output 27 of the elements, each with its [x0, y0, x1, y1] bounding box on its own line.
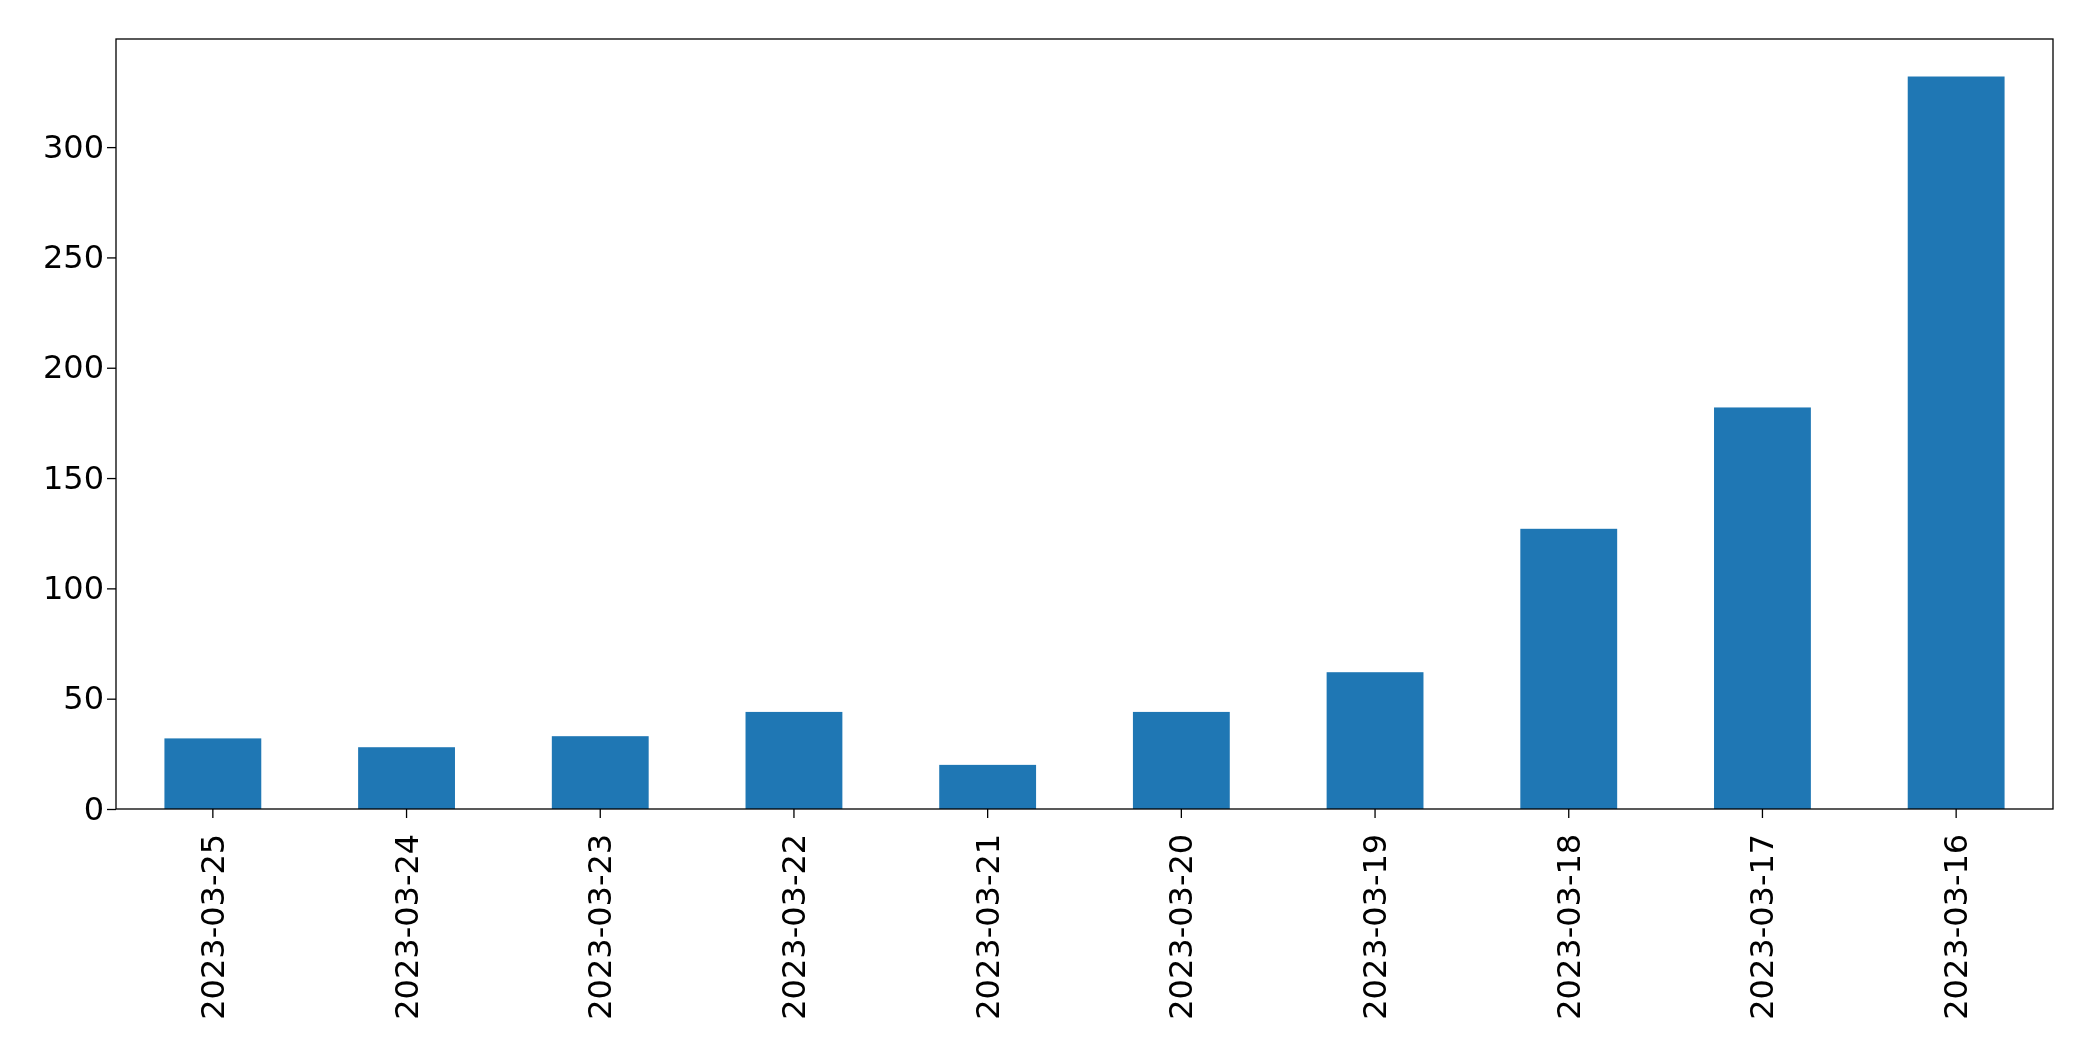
bar [1520, 528, 1618, 809]
y-tick-label: 0 [83, 789, 104, 828]
y-tick-label: 250 [42, 238, 104, 277]
x-tick-label: 2023-03-19 [1356, 833, 1395, 1020]
bar [551, 736, 649, 809]
y-tick-label: 200 [42, 348, 104, 387]
x-tick-label: 2023-03-24 [387, 833, 426, 1020]
x-tick-label: 2023-03-22 [774, 833, 813, 1020]
x-tick-label: 2023-03-18 [1549, 833, 1588, 1020]
x-tick-label: 2023-03-21 [968, 833, 1007, 1020]
bar [745, 711, 843, 809]
bar [939, 764, 1037, 809]
bar [1326, 672, 1424, 809]
x-tick-label: 2023-03-17 [1743, 833, 1782, 1020]
y-tick-label: 50 [63, 679, 104, 718]
x-tick-label: 2023-03-16 [1937, 833, 1976, 1020]
bar [164, 738, 262, 809]
bar [1714, 407, 1811, 809]
bar [1132, 711, 1230, 809]
x-tick-label: 2023-03-23 [581, 833, 620, 1020]
y-tick-label: 150 [42, 458, 104, 497]
y-tick-label: 100 [42, 569, 104, 608]
bar [1907, 76, 2005, 809]
x-tick-label: 2023-03-25 [193, 833, 232, 1020]
x-tick-label: 2023-03-20 [1162, 833, 1201, 1020]
bar [358, 747, 455, 809]
y-tick-label: 300 [42, 127, 104, 166]
